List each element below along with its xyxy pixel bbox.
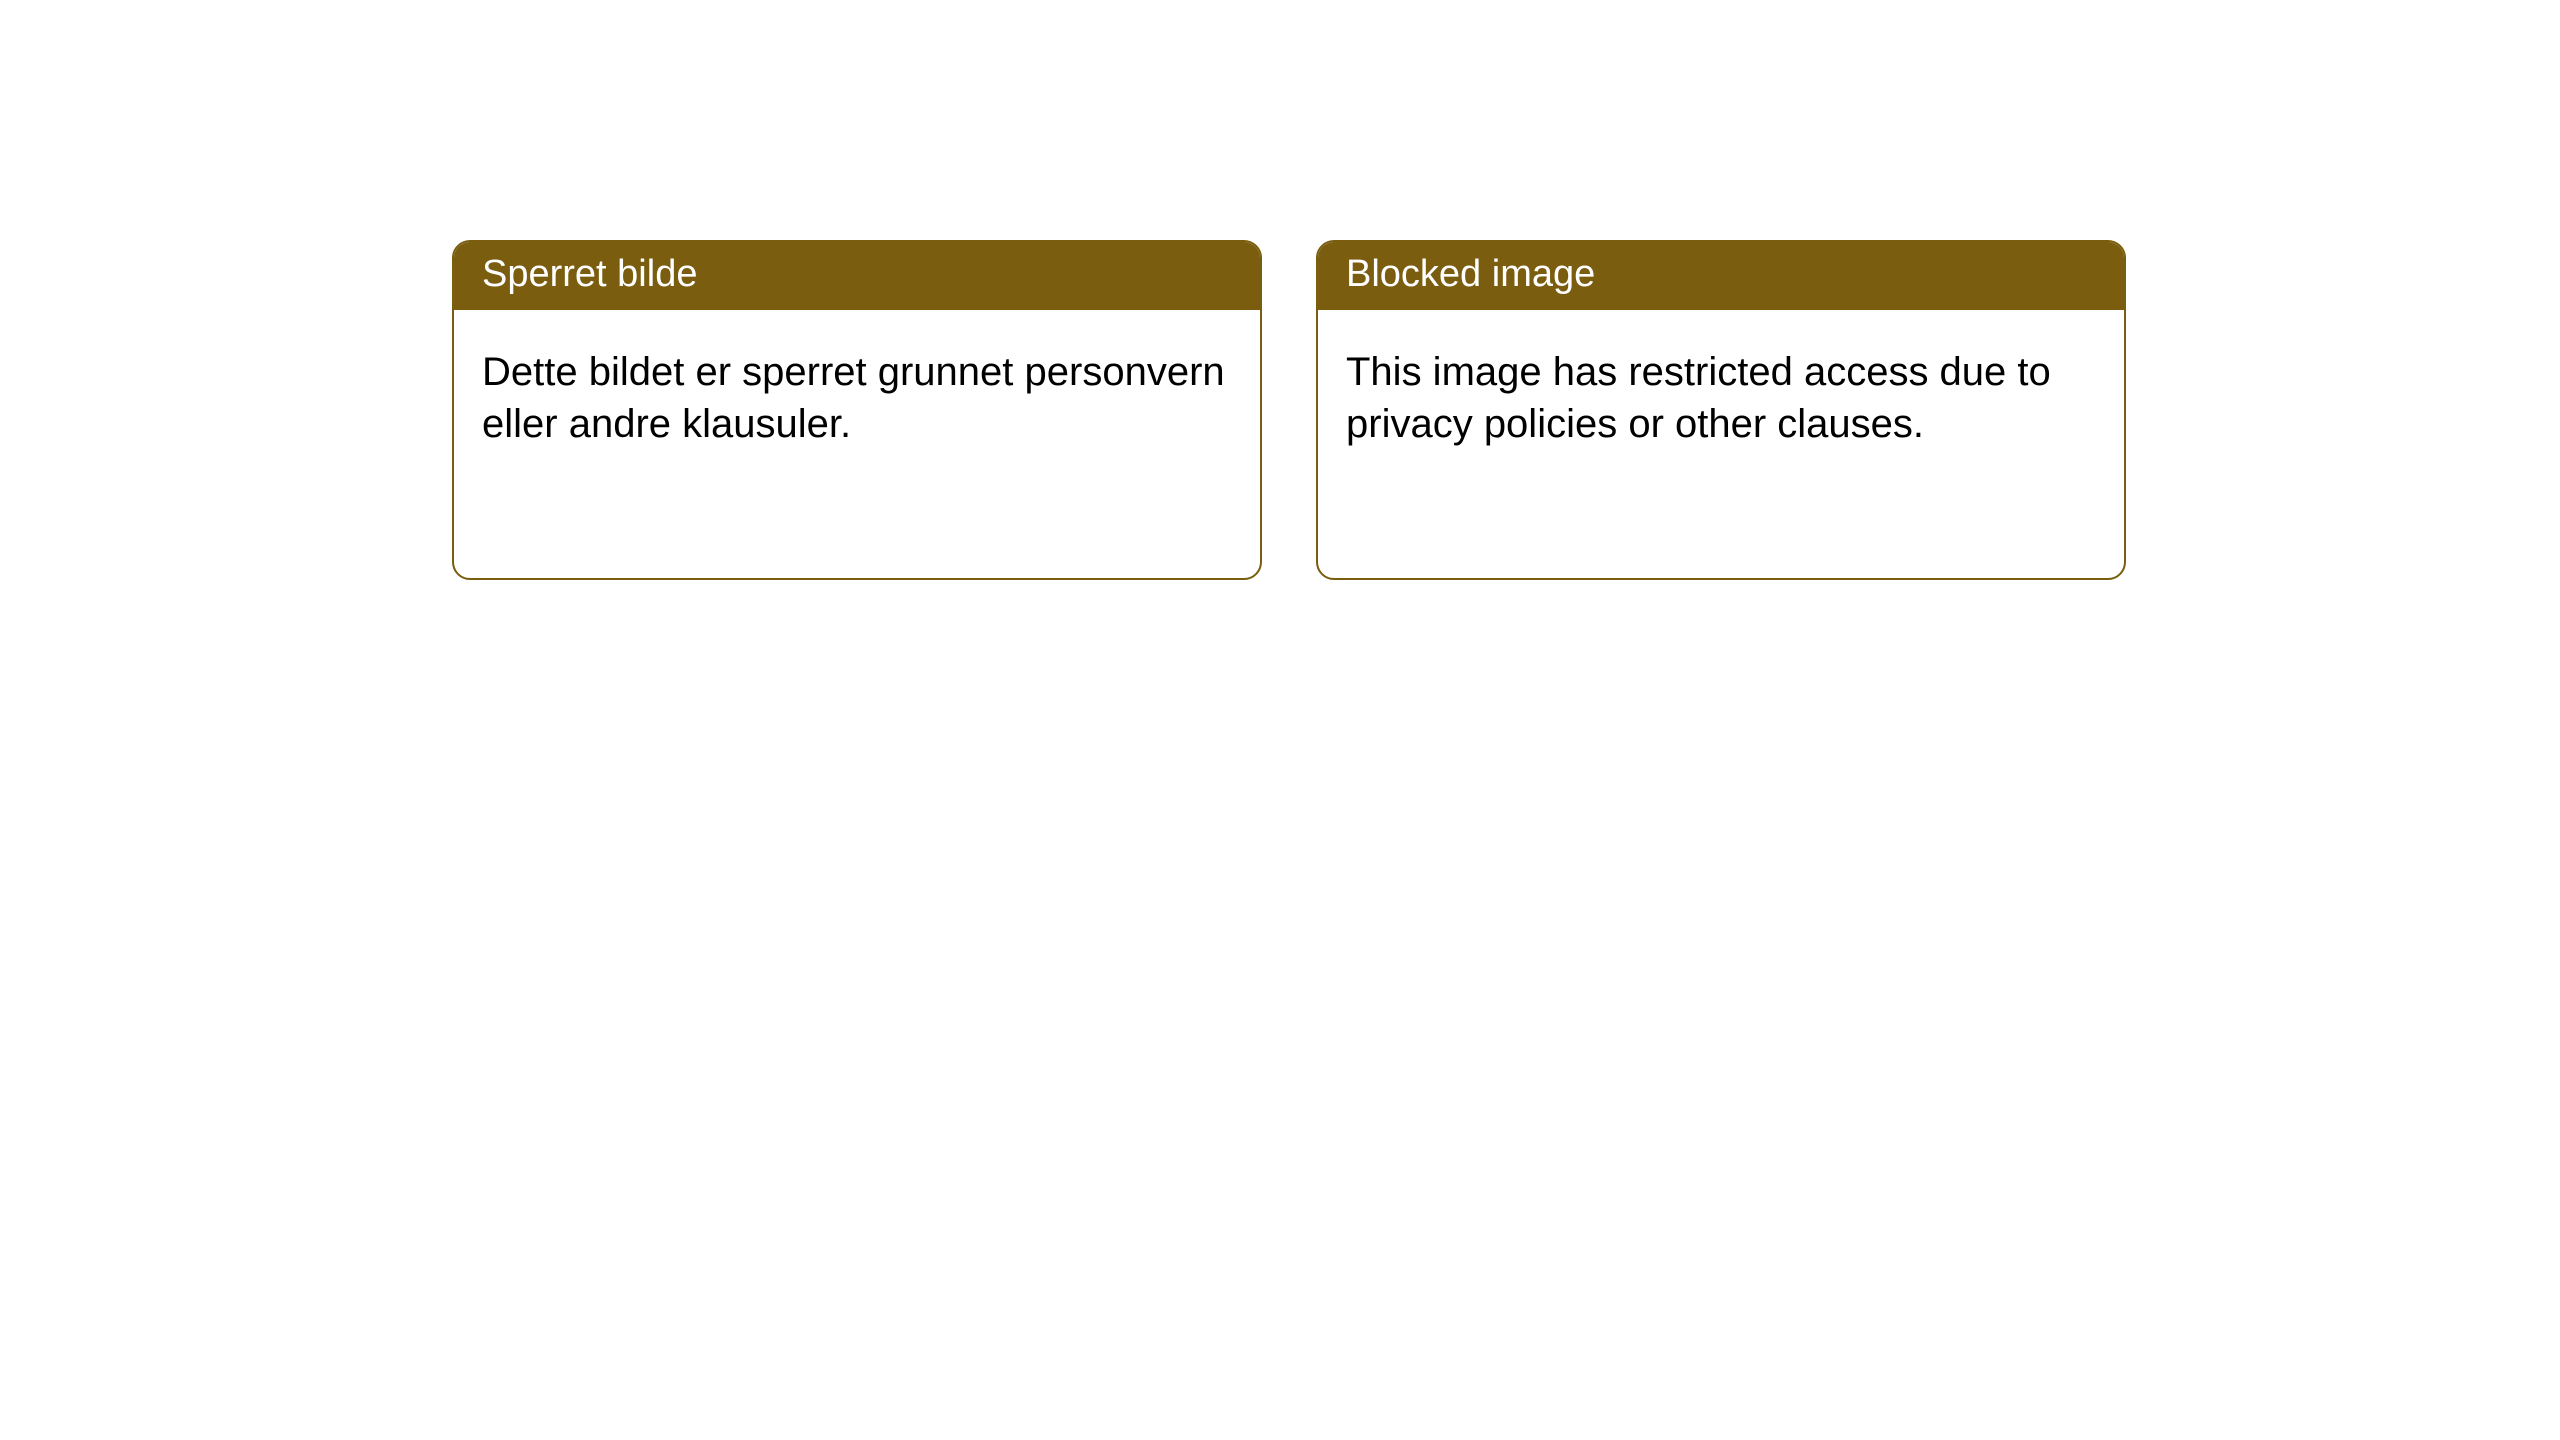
card-header: Sperret bilde	[454, 242, 1260, 310]
card-body: Dette bildet er sperret grunnet personve…	[454, 310, 1260, 478]
blocked-image-card-no: Sperret bilde Dette bildet er sperret gr…	[452, 240, 1262, 580]
notice-container: Sperret bilde Dette bildet er sperret gr…	[0, 0, 2560, 580]
card-header: Blocked image	[1318, 242, 2124, 310]
blocked-image-card-en: Blocked image This image has restricted …	[1316, 240, 2126, 580]
card-body: This image has restricted access due to …	[1318, 310, 2124, 478]
